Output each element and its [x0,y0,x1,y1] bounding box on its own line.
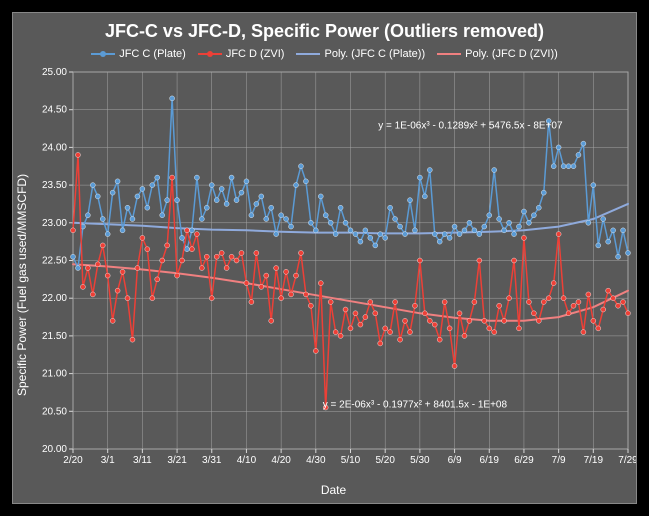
svg-text:20.00: 20.00 [42,444,67,455]
plot: 20.00 20.50 21.00 21.50 22.00 22.50 23.00 23.50… [31,66,636,481]
svg-text:3/31: 3/31 [202,455,222,466]
svg-text:7/9: 7/9 [552,455,566,466]
svg-text:20.50: 20.50 [42,406,67,417]
legend-swatch [296,53,320,55]
legend-item: Poly. (JFC C (Plate)) [296,48,425,60]
svg-text:4/30: 4/30 [306,455,326,466]
svg-text:7/29: 7/29 [618,455,636,466]
svg-text:5/30: 5/30 [410,455,430,466]
svg-text:3/21: 3/21 [167,455,187,466]
svg-text:4/20: 4/20 [271,455,291,466]
svg-text:23.50: 23.50 [42,180,67,191]
svg-text:22.00: 22.00 [42,293,67,304]
legend-swatch [198,53,222,55]
legend-swatch [91,53,115,55]
chart-panel: JFC-C vs JFC-D, Specific Power (Outliers… [12,12,637,504]
chart-title: JFC-C vs JFC-D, Specific Power (Outliers… [13,13,636,46]
svg-text:5/10: 5/10 [341,455,361,466]
y-axis-label: Specific Power (Fuel gas used/MMSCFD) [13,66,31,503]
svg-text:6/9: 6/9 [448,455,462,466]
poly-c-equation: y = 1E-06x³ - 0.1289x² + 5476.5x - 8E+07 [378,121,563,132]
legend-swatch [437,53,461,55]
svg-text:6/29: 6/29 [514,455,534,466]
svg-text:23.00: 23.00 [42,218,67,229]
legend-item: JFC D (ZVI) [198,48,285,60]
svg-text:4/10: 4/10 [237,455,257,466]
svg-text:25.00: 25.00 [42,67,67,78]
poly-d-equation: y = 2E-06x³ - 0.1977x² + 8401.5x - 1E+08 [323,400,508,411]
x-axis-label: Date [31,481,636,503]
legend-label: JFC D (ZVI) [226,48,285,60]
svg-text:24.00: 24.00 [42,142,67,153]
svg-text:21.50: 21.50 [42,331,67,342]
legend-label: JFC C (Plate) [119,48,186,60]
svg-text:2/20: 2/20 [63,455,83,466]
svg-text:21.00: 21.00 [42,369,67,380]
chart-container: JFC-C vs JFC-D, Specific Power (Outliers… [0,0,649,516]
svg-text:5/20: 5/20 [375,455,395,466]
legend: JFC C (Plate) JFC D (ZVI) Poly. (JFC C (Pl… [13,46,636,66]
chart-area: Specific Power (Fuel gas used/MMSCFD) 20… [13,66,636,503]
svg-text:24.50: 24.50 [42,105,67,116]
legend-label: Poly. (JFC D (ZVI)) [465,48,558,60]
legend-label: Poly. (JFC C (Plate)) [324,48,425,60]
svg-text:7/19: 7/19 [584,455,604,466]
legend-item: JFC C (Plate) [91,48,186,60]
svg-text:22.50: 22.50 [42,256,67,267]
svg-text:3/1: 3/1 [101,455,115,466]
chart-svg: 20.00 20.50 21.00 21.50 22.00 22.50 23.00 23.50… [31,66,636,481]
plot-wrap: 20.00 20.50 21.00 21.50 22.00 22.50 23.00 23.50… [31,66,636,503]
svg-text:3/11: 3/11 [133,455,152,466]
svg-text:6/19: 6/19 [480,455,500,466]
legend-item: Poly. (JFC D (ZVI)) [437,48,558,60]
